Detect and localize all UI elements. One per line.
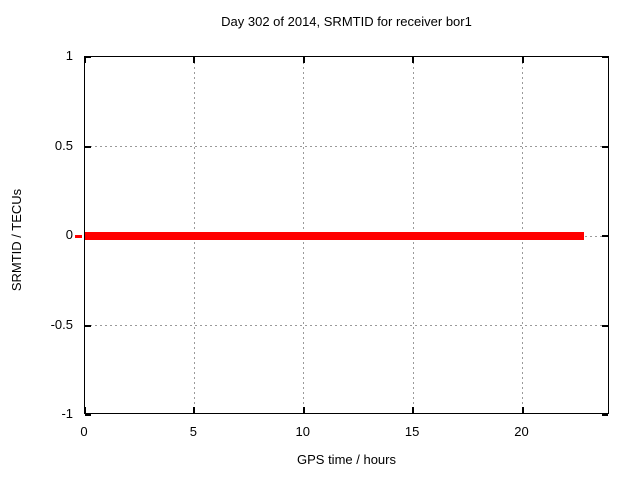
x-tick-label: 5	[189, 424, 197, 439]
y-tick-mark-right	[602, 56, 608, 58]
plot-area	[75, 56, 609, 416]
x-tick-mark-bottom	[193, 407, 196, 413]
y-tick-mark-right	[602, 414, 608, 416]
gridline-horizontal	[85, 146, 608, 147]
y-tick-mark-left	[85, 145, 91, 148]
x-tick-mark-top	[302, 57, 305, 63]
series-line-srmtid	[85, 232, 584, 240]
x-tick-mark-top	[84, 57, 86, 63]
y-tick-mark-right	[602, 145, 608, 148]
series-left-cap	[75, 234, 82, 238]
x-tick-mark-bottom	[84, 407, 86, 413]
x-tick-label: 10	[295, 424, 310, 439]
x-tick-label: 20	[514, 424, 529, 439]
y-tick-mark-left	[85, 414, 91, 416]
x-tick-mark-bottom	[521, 407, 524, 413]
y-tick-label: 0	[65, 227, 73, 242]
chart-title: Day 302 of 2014, SRMTID for receiver bor…	[221, 14, 472, 29]
y-tick-label: -0.5	[50, 316, 73, 332]
x-tick-label: 15	[404, 424, 420, 439]
y-tick-mark-left	[85, 324, 91, 327]
x-tick-mark-bottom	[412, 407, 415, 413]
x-axis-label: GPS time / hours	[297, 452, 396, 467]
x-tick-mark-top	[521, 57, 524, 63]
x-tick-label: 0	[80, 424, 88, 439]
x-tick-mark-top	[412, 57, 415, 63]
y-tick-label: -1	[61, 406, 73, 421]
y-tick-mark-right	[602, 324, 608, 327]
y-tick-mark-right	[602, 235, 608, 237]
x-tick-mark-bottom	[302, 407, 305, 413]
x-tick-mark-top	[193, 57, 196, 63]
y-tick-mark-left	[85, 56, 91, 58]
gridline-horizontal	[85, 325, 608, 326]
y-tick-label: 0.5	[54, 137, 73, 153]
y-tick-label: 1	[65, 48, 73, 63]
